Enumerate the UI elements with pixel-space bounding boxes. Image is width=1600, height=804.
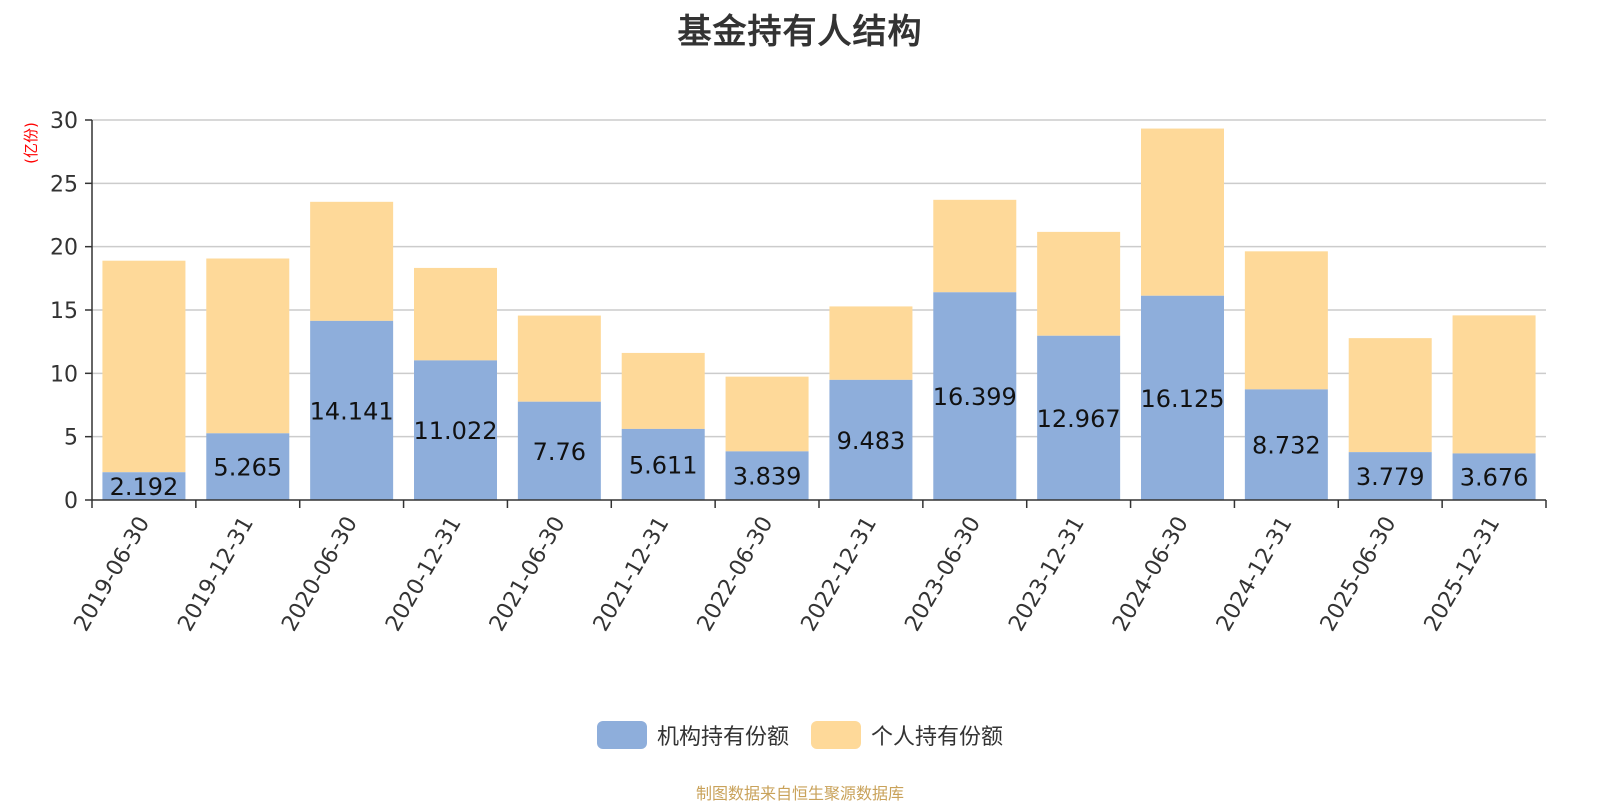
y-tick-label: 10 — [50, 362, 78, 387]
x-tick-label: 2023-06-30 — [900, 512, 986, 635]
bar-institutional[interactable] — [1244, 389, 1328, 500]
bar-institutional[interactable] — [829, 379, 913, 500]
y-tick-label: 25 — [50, 172, 78, 197]
legend-label-individual: 个人持有份额 — [871, 725, 1004, 750]
x-tick-label: 2022-12-31 — [797, 513, 883, 636]
legend: 机构持有份额 个人持有份额 — [0, 719, 1600, 751]
x-tick-label: 2019-12-31 — [173, 513, 259, 636]
x-tick-label: 2020-06-30 — [277, 513, 363, 636]
y-tick-label: 15 — [50, 299, 78, 324]
bar-individual[interactable] — [517, 315, 601, 402]
legend-swatch-individual — [811, 721, 861, 749]
data-labels: 2.192 5.265 14.141 11.022 7.76 5.611 3.839 9.48… — [110, 383, 1529, 501]
data-label: 3.676 — [1460, 464, 1529, 492]
x-tick-label: 2025-06-30 — [1316, 513, 1402, 636]
bar-individual[interactable] — [1348, 338, 1432, 453]
source-note: 制图数据来自恒生聚源数据库 — [695, 784, 904, 803]
data-label: 3.779 — [1356, 463, 1425, 491]
data-label: 3.839 — [733, 463, 802, 491]
grid-lines — [92, 119, 1546, 438]
x-tick-label: 2021-06-30 — [485, 513, 571, 636]
bar-institutional[interactable] — [206, 433, 290, 500]
legend-item-individual[interactable]: 个人持有份额 — [811, 719, 1003, 751]
bar-institutional[interactable] — [1348, 452, 1432, 500]
x-tick-label: 2021-12-31 — [589, 513, 675, 636]
bar-individual[interactable] — [933, 199, 1017, 293]
y-tick-label: 5 — [64, 426, 78, 451]
data-label: 12.967 — [1037, 405, 1121, 433]
data-label: 7.76 — [533, 438, 586, 466]
bar-institutional[interactable] — [1452, 453, 1536, 500]
y-axis-label: (亿份) — [22, 122, 40, 164]
bar-individual[interactable] — [829, 306, 913, 380]
bar-individual[interactable] — [1037, 231, 1121, 336]
bar-institutional[interactable] — [725, 451, 809, 500]
data-label: 9.483 — [837, 427, 906, 455]
bar-institutional[interactable] — [102, 472, 186, 500]
data-label: 2.192 — [110, 473, 179, 501]
y-tick-label: 20 — [50, 236, 78, 261]
y-tick-label: 0 — [64, 489, 78, 514]
x-tick-label: 2023-12-31 — [1004, 513, 1090, 636]
data-label: 16.399 — [933, 383, 1017, 411]
bar-individual[interactable] — [621, 352, 705, 429]
data-label: 16.125 — [1141, 385, 1225, 413]
bar-institutional[interactable] — [1141, 295, 1224, 500]
bar-individual[interactable] — [725, 376, 809, 452]
chart-title: 基金持有人结构 — [677, 12, 923, 52]
x-tick-label: 2024-12-31 — [1212, 513, 1298, 636]
bar-individual[interactable] — [1452, 315, 1536, 454]
x-tick-label: 2020-12-31 — [381, 513, 467, 636]
bar-institutional[interactable] — [621, 428, 705, 500]
bars — [102, 128, 1536, 500]
bar-institutional[interactable] — [1037, 335, 1121, 500]
legend-item-institutional[interactable]: 机构持有份额 — [596, 719, 789, 751]
bar-individual[interactable] — [102, 260, 186, 473]
bar-individual[interactable] — [310, 201, 394, 321]
y-tick-label: 30 — [50, 109, 78, 134]
bar-institutional[interactable] — [310, 320, 394, 500]
data-label: 5.265 — [213, 454, 282, 482]
x-tick-label: 2025-12-31 — [1420, 513, 1506, 636]
bar-institutional[interactable] — [414, 360, 497, 500]
legend-swatch-institutional — [596, 721, 647, 749]
bar-individual[interactable] — [1141, 128, 1224, 296]
x-tick-label: 2019-06-30 — [70, 513, 156, 636]
x-tick-label: 2024-06-30 — [1108, 513, 1194, 636]
bar-individual[interactable] — [414, 267, 497, 361]
data-label: 5.611 — [629, 451, 698, 479]
x-tick-label: 2022-06-30 — [693, 513, 779, 636]
legend-label-institutional: 机构持有份额 — [656, 725, 789, 750]
data-label: 8.732 — [1252, 432, 1321, 460]
bar-institutional[interactable] — [517, 401, 601, 500]
bar-individual[interactable] — [206, 258, 290, 434]
data-label: 11.022 — [414, 417, 498, 445]
bar-institutional[interactable] — [933, 292, 1017, 500]
data-label: 14.141 — [310, 397, 394, 425]
bar-individual[interactable] — [1244, 251, 1328, 390]
